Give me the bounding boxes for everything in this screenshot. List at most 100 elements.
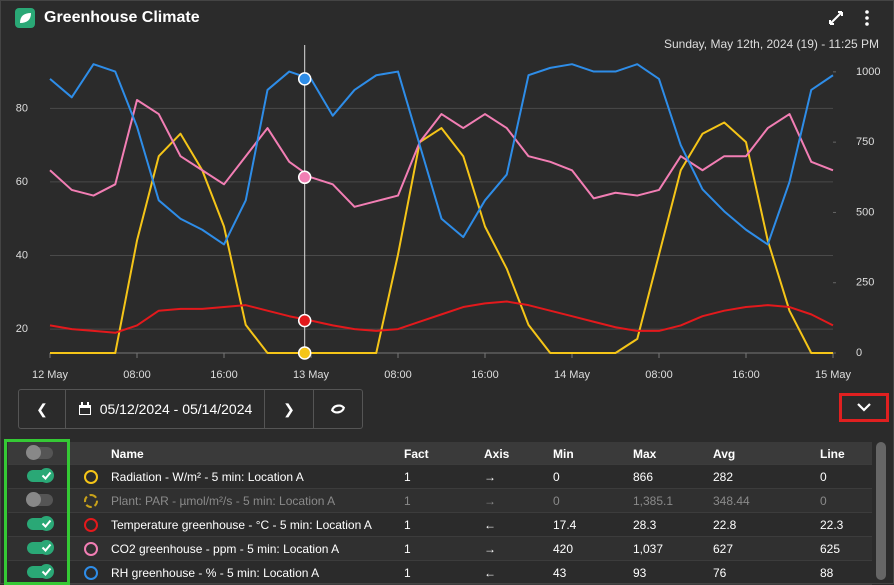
toggle-knob [39,468,54,483]
table-cell: 1,385.1 [633,494,674,508]
x-tick-label: 08:00 [384,369,412,381]
x-tick-label: 16:00 [471,369,499,381]
y-tick-label: 40 [16,249,28,261]
table-cell: 1 [404,470,411,484]
toggle-knob [26,445,41,460]
column-header: Name [111,447,144,461]
check-icon [41,519,52,528]
table-row: CO2 greenhouse - ppm - 5 min: Location A… [8,537,872,561]
refresh-button[interactable] [314,390,362,428]
table-cell: 0 [820,494,827,508]
table-cell: ← [484,518,496,532]
next-button[interactable]: ❯ [265,390,314,428]
table-cell: 0 [553,470,560,484]
table-cell: 88 [820,566,834,580]
column-header: Avg [713,447,736,461]
calendar-icon [78,402,91,415]
date-picker[interactable]: 05/12/2024 - 05/14/2024 [66,390,265,428]
series-table: Name Fact Axis Min Max Avg Line Radiation - W/m… [8,442,872,585]
refresh-icon [330,404,346,414]
table-cell: 1 [404,566,411,580]
check-icon [41,543,52,552]
table-cell: 17.4 [553,518,577,532]
toggle[interactable] [27,540,54,555]
table-cell: 420 [553,542,574,556]
series-color [84,518,98,532]
table-cell: → [484,542,496,556]
scrollbar[interactable] [876,442,886,580]
table-cell: Temperature greenhouse - °C - 5 min: Loc… [111,518,372,532]
toggle[interactable] [26,492,53,507]
table-cell: 93 [633,566,647,580]
check-icon [41,567,52,576]
toggle[interactable] [27,564,54,579]
table-cell: 627 [713,542,734,556]
column-header: Min [553,447,574,461]
chevron-icon [857,403,871,412]
table-cell: 1 [404,542,411,556]
x-tick-label: 12 May [32,369,69,381]
x-tick-label: 14 May [554,369,591,381]
table-cell: ← [484,566,496,580]
toggle[interactable] [27,468,54,483]
x-tick-label: 13 May [293,369,330,381]
series-line [50,121,833,354]
table-row: Plant: PAR - µmol/m²/s - 5 min: Location… [8,489,872,513]
table-cell: 866 [633,470,654,484]
table-cell: 625 [820,542,841,556]
y2-tick-label: 1000 [856,66,880,78]
table-cell: 1,037 [633,542,664,556]
date-range: 05/12/2024 - 05/14/2024 [99,401,253,417]
table-cell: 22.3 [820,518,844,532]
hover-marker [297,72,312,86]
table-cell: Radiation - W/m² - 5 min: Location A [111,470,304,484]
y2-tick-label: 750 [856,136,874,148]
table-cell: → [484,494,496,508]
series-color [84,494,98,508]
series-color [84,542,98,556]
toggle-knob [39,516,54,531]
table-cell: RH greenhouse - % - 5 min: Location A [111,566,320,580]
series-color [84,470,98,484]
table-header: Name Fact Axis Min Max Avg Line [8,442,872,465]
table-cell: 0 [553,494,560,508]
hover-timestamp: Sunday, May 12th, 2024 (19) - 11:25 PM [663,37,879,51]
hover-marker [297,170,312,185]
x-tick-label: 08:00 [645,369,673,381]
header-icons[interactable] [827,9,883,27]
table-row: RH greenhouse - % - 5 min: Location A 1 ← 4… [8,561,872,585]
y2-tick-label: 250 [856,277,874,289]
column-header: Axis [484,447,510,461]
y-tick-label: 80 [16,102,28,114]
x-tick-label: 16:00 [732,369,760,381]
widget-icon [15,8,35,28]
table-cell: 28.3 [633,518,657,532]
table-cell: 1 [404,518,411,532]
widget-title: Greenhouse Climate [44,9,200,26]
x-tick-label: 16:00 [210,369,238,381]
table-cell: 282 [713,470,734,484]
prev-button[interactable]: ❮ [19,390,66,428]
x-tick-label: 15 May [815,369,852,381]
toggle-knob [39,564,54,579]
column-header: Max [633,447,657,461]
table-cell: 22.8 [713,518,737,532]
table-cell: CO2 greenhouse - ppm - 5 min: Location A [111,542,340,556]
hover-marker [297,313,312,328]
toggle-knob [26,492,41,507]
toggle-knob [39,540,54,555]
highlight-box [4,439,70,585]
date-controls: ❮ 05/12/2024 - 05/14/2024 ❯ [18,389,363,429]
expand-button[interactable] [839,393,889,422]
series-line [49,98,834,208]
toggle[interactable] [27,516,54,531]
hover-marker [297,346,312,360]
x-tick-label: 08:00 [123,369,151,381]
leaf-icon [20,13,31,23]
column-header: Fact [404,447,429,461]
toggle[interactable] [26,445,53,460]
check-icon [41,471,52,480]
table-row: Radiation - W/m² - 5 min: Location A 1 → 0 8… [8,465,872,489]
